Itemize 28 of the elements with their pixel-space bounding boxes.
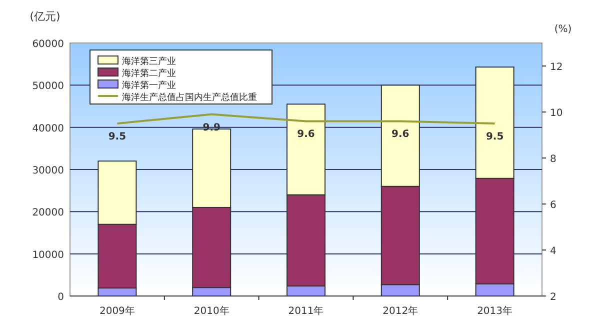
data-label: 9.5: [108, 132, 126, 142]
y2-tick-label: 8: [550, 154, 556, 165]
y2-tick-label: 2: [550, 292, 556, 303]
y2-tick-label: 10: [550, 108, 563, 119]
legend-label: 海洋生产总值占国内生产总值比重: [122, 92, 257, 103]
x-tick-label: 2010年: [194, 305, 230, 317]
legend-label: 海洋第二产业: [122, 68, 176, 79]
y-tick-label: 30000: [32, 166, 64, 176]
x-tick-label: 2009年: [99, 305, 135, 317]
x-tick-label: 2011年: [288, 305, 324, 317]
y-tick-label: 0: [58, 292, 64, 303]
y2-tick-label: 12: [550, 62, 563, 73]
y2-axis-title: (%): [554, 24, 572, 35]
y-tick-label: 10000: [32, 250, 64, 261]
x-tick-label: 2012年: [382, 305, 418, 317]
y-tick-label: 40000: [32, 123, 64, 134]
y2-tick-label: 6: [550, 200, 556, 211]
data-label: 9.6: [297, 129, 315, 140]
y-tick-label: 20000: [32, 208, 64, 219]
y-tick-label: 50000: [32, 81, 64, 92]
x-tick-label: 2013年: [477, 305, 513, 317]
data-label: 9.5: [486, 132, 504, 142]
data-label: 9.6: [392, 129, 410, 140]
y-axis-title: (亿元): [30, 10, 60, 23]
y2-tick-label: 4: [550, 246, 556, 257]
y-tick-label: 60000: [32, 39, 64, 50]
legend-label: 海洋第三产业: [122, 56, 176, 67]
legend-label: 海洋第一产业: [122, 80, 176, 91]
